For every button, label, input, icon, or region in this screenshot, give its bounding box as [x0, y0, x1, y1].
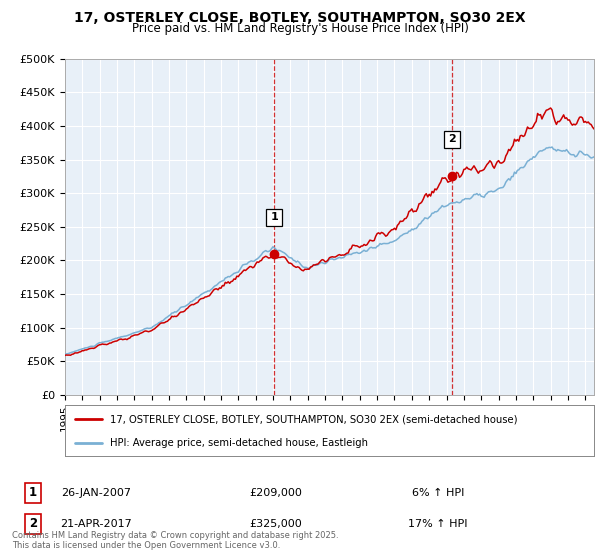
Text: 6% ↑ HPI: 6% ↑ HPI [412, 488, 464, 498]
Text: £209,000: £209,000 [250, 488, 302, 498]
Text: HPI: Average price, semi-detached house, Eastleigh: HPI: Average price, semi-detached house,… [110, 438, 368, 448]
Text: Price paid vs. HM Land Registry's House Price Index (HPI): Price paid vs. HM Land Registry's House … [131, 22, 469, 35]
Text: 1: 1 [29, 486, 37, 500]
Text: 2: 2 [29, 517, 37, 530]
Text: 17, OSTERLEY CLOSE, BOTLEY, SOUTHAMPTON, SO30 2EX: 17, OSTERLEY CLOSE, BOTLEY, SOUTHAMPTON,… [74, 11, 526, 25]
Text: 26-JAN-2007: 26-JAN-2007 [61, 488, 131, 498]
Text: 1: 1 [271, 212, 278, 222]
Text: Contains HM Land Registry data © Crown copyright and database right 2025.
This d: Contains HM Land Registry data © Crown c… [12, 530, 338, 550]
Text: 17% ↑ HPI: 17% ↑ HPI [408, 519, 468, 529]
Text: 21-APR-2017: 21-APR-2017 [60, 519, 132, 529]
Text: 17, OSTERLEY CLOSE, BOTLEY, SOUTHAMPTON, SO30 2EX (semi-detached house): 17, OSTERLEY CLOSE, BOTLEY, SOUTHAMPTON,… [110, 414, 517, 424]
Text: 2: 2 [448, 134, 456, 144]
Text: £325,000: £325,000 [250, 519, 302, 529]
